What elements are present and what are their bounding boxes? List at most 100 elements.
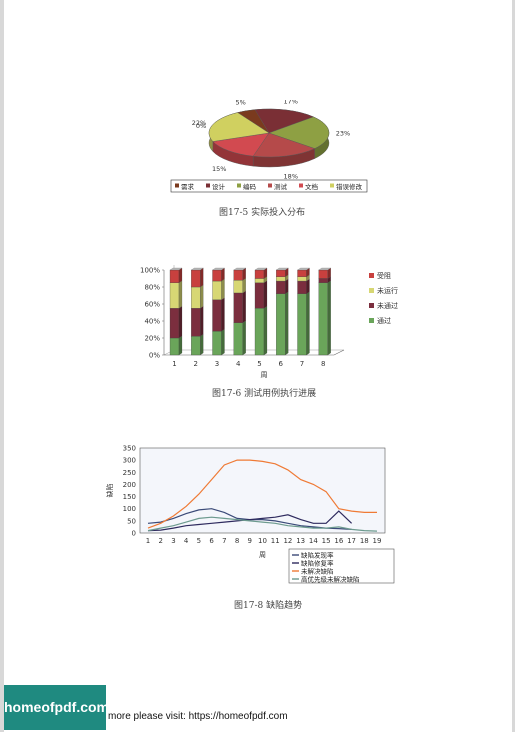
bar-y-tick-label: 0% [149, 352, 160, 360]
bar-top [190, 267, 204, 271]
bar-y-tick-label: 40% [144, 318, 160, 326]
bar-segment-side [306, 291, 310, 356]
bar-segment-side [178, 280, 183, 309]
bar-segment [233, 280, 243, 294]
pie-slice [254, 108, 314, 134]
line-x-tick-label: 9 [248, 537, 252, 545]
line-y-tick-label: 250 [123, 469, 136, 477]
bar-segment [276, 269, 286, 277]
bar-segment [191, 336, 201, 356]
bar-segment [297, 293, 307, 356]
bar-segment-side [200, 306, 204, 337]
bar-segment-side [221, 278, 225, 300]
bar-segment [233, 322, 243, 356]
bar-segment [297, 276, 307, 282]
pie-legend-label: 编码 [243, 182, 257, 191]
footer-badge: homeofpdf.com [4, 685, 109, 730]
bar-segment [254, 282, 265, 309]
bar-segment-side [178, 306, 183, 339]
document-page: 5% 17% 23% 18% 15% 22% 0% 需求 设计 编码 测试 文档 错误修改 图17-5 … [4, 0, 512, 732]
line-x-tick-label: 10 [258, 537, 267, 545]
line-x-tick-label: 3 [171, 537, 175, 545]
bar-segment [233, 292, 243, 323]
line-legend-label: 高优先级未解决缺陷 [301, 575, 360, 584]
bar-segment-side [306, 278, 310, 294]
pie-value-label: 15% [212, 165, 226, 173]
line-x-tick-label: 15 [322, 537, 331, 545]
pie-legend-label: 文档 [305, 182, 318, 191]
bar-x-axis-label: 周 [261, 371, 268, 379]
bar-y-tick-label: 20% [144, 335, 160, 343]
line-x-tick-label: 16 [334, 537, 343, 545]
bar-top [212, 267, 225, 271]
bar-segment-side [242, 290, 246, 323]
line-y-tick-label: 150 [123, 493, 136, 501]
bar-top [275, 267, 289, 271]
line-legend [288, 548, 395, 584]
bar-top [297, 267, 310, 271]
line-y-tick-label: 200 [123, 481, 136, 489]
bar-x-tick-label: 4 [236, 360, 241, 368]
line-x-tick-label: 1 [146, 537, 150, 545]
bar-segment-side [200, 267, 204, 288]
pie-legend-label: 错误修改 [336, 182, 363, 191]
bar-segment-side [200, 284, 204, 309]
bar-segment [212, 299, 222, 332]
bar-legend-label: 未通过 [377, 301, 398, 310]
bar-segment-side [178, 267, 183, 283]
bar-x-tick-label: 8 [321, 360, 325, 368]
bar-legend-swatch [369, 288, 374, 293]
pie-caption: 图17-5 实际投入分布 [219, 208, 306, 218]
bar-segment-side [221, 329, 225, 356]
bar-segment [254, 278, 265, 283]
bar-segment [169, 282, 180, 309]
pie-slice [252, 132, 316, 158]
bar-segment [169, 269, 180, 283]
bar-segment [318, 282, 328, 356]
line-legend-label: 缺陷修复率 [301, 559, 334, 568]
pie-value-label: 23% [336, 129, 350, 137]
bar-segment [276, 293, 286, 356]
line-y-axis-label: 缺陷 [105, 484, 114, 498]
bar-top [254, 267, 268, 271]
bar-x-tick-label: 2 [194, 360, 198, 368]
pie-legend-label: 设计 [212, 182, 226, 191]
bar-legend-label: 通过 [377, 316, 391, 325]
bar-segment-side [221, 267, 225, 282]
pie-zero-label: 0% [196, 122, 206, 130]
line-series [147, 516, 378, 532]
line-y-tick-label: 50 [127, 517, 136, 525]
bar-legend-swatch [369, 303, 374, 308]
bar-segment-side [285, 291, 289, 356]
line-x-tick-label: 19 [373, 537, 382, 545]
bar-segment-side [327, 280, 331, 356]
pie-slice [268, 116, 330, 149]
pie-legend-swatch [237, 183, 241, 188]
line-legend-label: 缺陷发现率 [301, 551, 334, 560]
bar-legend-label: 未运行 [377, 286, 398, 295]
bar-x-tick-label: 7 [300, 360, 304, 368]
bar-segment-side [242, 267, 246, 281]
bar-segment [254, 269, 265, 279]
pie-legend-label: 需求 [181, 182, 195, 191]
bar-axis-floor [164, 349, 345, 356]
line-x-tick-label: 7 [222, 537, 226, 545]
line-x-tick-label: 12 [283, 537, 292, 545]
pie-legend-swatch [268, 183, 272, 188]
bar-legend-swatch [369, 273, 374, 278]
line-x-tick-label: 8 [235, 537, 239, 545]
bar-segment [297, 269, 307, 277]
bar-x-tick-label: 5 [257, 360, 261, 368]
line-x-tick-label: 13 [296, 537, 305, 545]
pie-legend-swatch [330, 183, 334, 188]
bar-legend-swatch [369, 318, 374, 323]
line-x-axis-label: 周 [259, 551, 266, 559]
line-x-tick-label: 6 [209, 537, 214, 545]
line-legend-label: 未解决缺陷 [301, 567, 334, 576]
bar-segment [212, 269, 222, 282]
footer-link-text[interactable]: more please visit: https://homeofpdf.com [108, 711, 288, 722]
bar-y-tick-label: 80% [144, 284, 160, 292]
bar-segment [318, 269, 328, 279]
